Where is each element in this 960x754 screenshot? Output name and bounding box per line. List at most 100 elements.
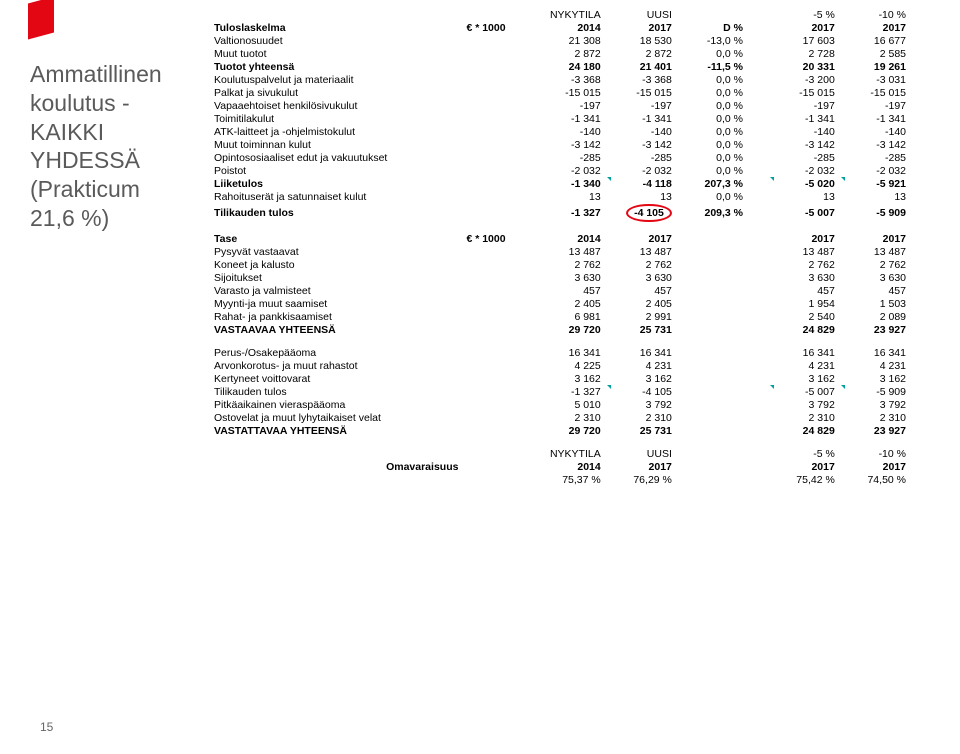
value-cell: 1 503 [839, 297, 910, 310]
value-cell: 6 981 [534, 310, 605, 323]
value-cell: 2 762 [768, 258, 839, 271]
value-cell: -1 341 [534, 112, 605, 125]
value-cell: 24 180 [534, 60, 605, 73]
value-cell: -5 909 [839, 203, 910, 222]
gap-cell [747, 271, 768, 284]
tase-header: Tase € * 1000 2014201720172017 [210, 232, 910, 245]
row-label: Pitkäaikainen vieraspääoma [210, 398, 534, 411]
table-row: Ostovelat ja muut lyhytaikaiset velat2 3… [210, 411, 910, 424]
value-cell: 4 231 [605, 359, 676, 372]
value-cell: 0,0 % [676, 125, 747, 138]
value-cell: 13 [605, 190, 676, 203]
value-cell: -1 341 [768, 112, 839, 125]
value-cell: -2 032 [768, 164, 839, 177]
row-label: Tilikauden tulos [210, 203, 534, 222]
gap-cell [747, 177, 768, 190]
value-cell: -15 015 [768, 86, 839, 99]
value-cell [676, 411, 747, 424]
value-cell: -3 200 [768, 73, 839, 86]
value-cell: -1 341 [605, 112, 676, 125]
value-cell: -197 [768, 99, 839, 112]
value-cell: 4 225 [534, 359, 605, 372]
value-cell [676, 271, 747, 284]
value-cell: -3 142 [605, 138, 676, 151]
value-cell: -5 007 [768, 203, 839, 222]
value-cell: 2 872 [534, 47, 605, 60]
table-row: Myynti-ja muut saamiset2 4052 4051 9541 … [210, 297, 910, 310]
value-cell [676, 323, 747, 336]
table-row: Vapaaehtoiset henkilösivukulut-197-1970,… [210, 99, 910, 112]
value-cell: -11,5 % [676, 60, 747, 73]
gap-cell [747, 99, 768, 112]
value-cell: -1 340 [534, 177, 605, 190]
value-cell: -1 327 [534, 203, 605, 222]
value-cell: 0,0 % [676, 86, 747, 99]
value-cell: 4 231 [768, 359, 839, 372]
value-cell: -15 015 [605, 86, 676, 99]
value-cell: 16 341 [839, 346, 910, 359]
tables-area: NYKYTILAUUSI-5 %-10 % Tuloslaskelma € * … [210, 0, 930, 754]
table-row: Muut toiminnan kulut-3 142-3 1420,0 %-3 … [210, 138, 910, 151]
table-row: Tilikauden tulos-1 327-4 105-5 007-5 909 [210, 385, 910, 398]
value-cell: 13 487 [839, 245, 910, 258]
value-cell: 2 872 [605, 47, 676, 60]
value-cell: -197 [534, 99, 605, 112]
value-cell [676, 284, 747, 297]
value-cell: -13,0 % [676, 34, 747, 47]
value-cell: 3 792 [839, 398, 910, 411]
value-cell: 3 162 [839, 372, 910, 385]
value-cell: 2 405 [605, 297, 676, 310]
value-cell: -5 007 [768, 385, 839, 398]
value-cell: 19 261 [839, 60, 910, 73]
oma-row: 75,37 %76,29 %75,42 %74,50 % [210, 473, 910, 486]
value-cell: -2 032 [839, 164, 910, 177]
row-label: Valtionosuudet [210, 34, 534, 47]
table-row: Pysyvät vastaavat13 48713 48713 48713 48… [210, 245, 910, 258]
page-title: Ammatillinen koulutus - KAIKKI YHDESSÄ (… [30, 60, 210, 233]
row-label: Tilikauden tulos [210, 385, 534, 398]
gap-cell [747, 125, 768, 138]
table-row: VASTATTAVAA YHTEENSÄ29 72025 73124 82923… [210, 424, 910, 437]
value-cell: 21 401 [605, 60, 676, 73]
table-row: ATK-laitteet ja -ohjelmistokulut-140-140… [210, 125, 910, 138]
top-band: NYKYTILAUUSI-5 %-10 % [210, 8, 910, 21]
table-row: Koneet ja kalusto2 7622 7622 7622 762 [210, 258, 910, 271]
value-cell: 2 310 [534, 411, 605, 424]
value-cell: 3 630 [605, 271, 676, 284]
value-cell: 24 829 [768, 323, 839, 336]
value-cell: 457 [534, 284, 605, 297]
row-label: Vapaaehtoiset henkilösivukulut [210, 99, 534, 112]
value-cell [676, 372, 747, 385]
value-cell [676, 258, 747, 271]
value-cell: 13 487 [534, 245, 605, 258]
value-cell: 13 [839, 190, 910, 203]
row-label: Koulutuspalvelut ja materiaalit [210, 73, 534, 86]
row-label: VASTATTAVAA YHTEENSÄ [210, 424, 534, 437]
value-cell: 2 405 [534, 297, 605, 310]
row-label: Toimitilakulut [210, 112, 534, 125]
value-cell: -4 105 [605, 203, 676, 222]
table-row: Palkat ja sivukulut-15 015-15 0150,0 %-1… [210, 86, 910, 99]
row-label: Koneet ja kalusto [210, 258, 534, 271]
value-cell: 4 231 [839, 359, 910, 372]
value-cell: 16 341 [768, 346, 839, 359]
table-row: Rahoituserät ja satunnaiset kulut13130,0… [210, 190, 910, 203]
value-cell: 2 762 [839, 258, 910, 271]
gap-cell [747, 411, 768, 424]
value-cell: 2 089 [839, 310, 910, 323]
value-cell: -197 [839, 99, 910, 112]
value-cell: -3 142 [768, 138, 839, 151]
value-cell: 25 731 [605, 424, 676, 437]
gap-cell [747, 424, 768, 437]
value-cell: 3 630 [768, 271, 839, 284]
gap-cell [747, 385, 768, 398]
table-row: Perus-/Osakepääoma16 34116 34116 34116 3… [210, 346, 910, 359]
value-cell: 18 530 [605, 34, 676, 47]
table-row: Pitkäaikainen vieraspääoma5 0103 7923 79… [210, 398, 910, 411]
value-cell: -5 020 [768, 177, 839, 190]
value-cell: 24 829 [768, 424, 839, 437]
oma-top-band: NYKYTILAUUSI-5 %-10 % [210, 447, 910, 460]
row-label: Opintososiaaliset edut ja vakuutukset [210, 151, 534, 164]
value-cell: -5 909 [839, 385, 910, 398]
row-label: Palkat ja sivukulut [210, 86, 534, 99]
